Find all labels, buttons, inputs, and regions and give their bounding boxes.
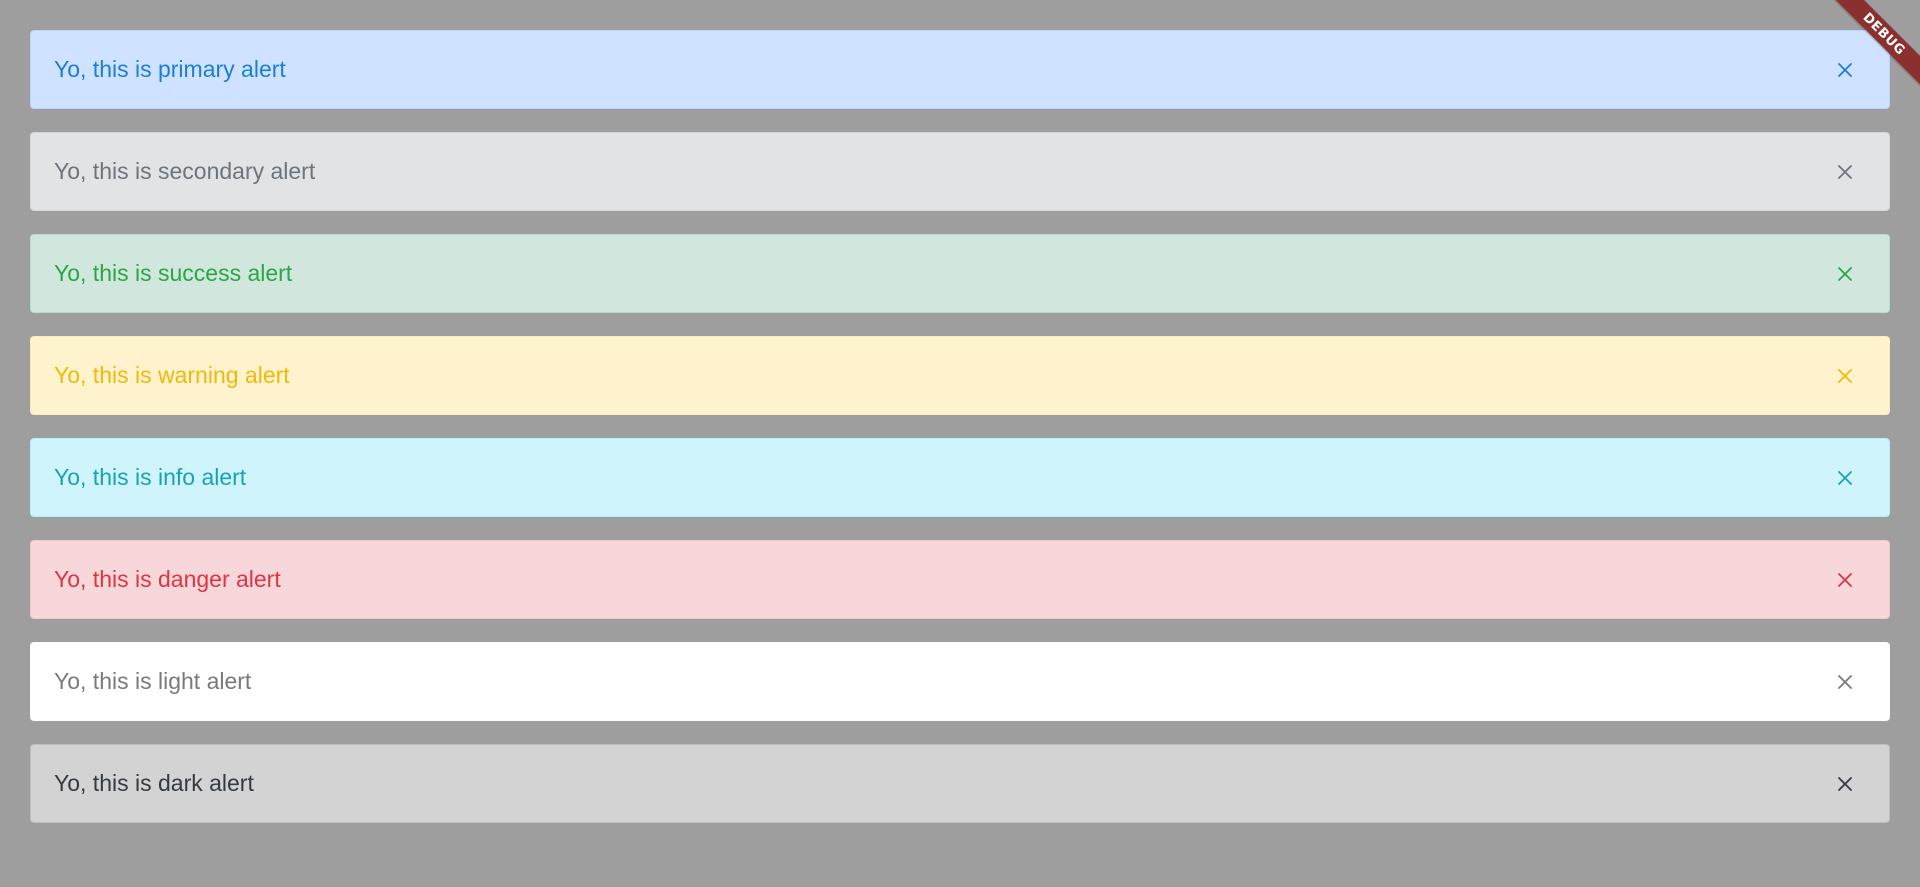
close-button[interactable]	[1831, 770, 1859, 798]
alert-dark: Yo, this is dark alert	[30, 744, 1890, 823]
alert-list: Yo, this is primary alert Yo, this is se…	[30, 30, 1890, 846]
alert-text: Yo, this is primary alert	[54, 56, 286, 82]
alert-text: Yo, this is danger alert	[54, 566, 281, 592]
close-icon	[1838, 164, 1852, 179]
close-button[interactable]	[1831, 362, 1859, 390]
close-icon	[1838, 776, 1852, 791]
close-icon	[1838, 674, 1852, 689]
alert-info: Yo, this is info alert	[30, 438, 1890, 517]
alert-text: Yo, this is warning alert	[54, 362, 290, 388]
alert-primary: Yo, this is primary alert	[30, 30, 1890, 109]
close-icon	[1838, 368, 1852, 383]
alert-text: Yo, this is light alert	[54, 668, 252, 694]
close-button[interactable]	[1831, 158, 1859, 186]
close-icon	[1838, 266, 1852, 281]
alert-success: Yo, this is success alert	[30, 234, 1890, 313]
close-icon	[1838, 62, 1852, 77]
alert-light: Yo, this is light alert	[30, 642, 1890, 721]
alert-text: Yo, this is dark alert	[54, 770, 254, 796]
close-button[interactable]	[1831, 260, 1859, 288]
alert-danger: Yo, this is danger alert	[30, 540, 1890, 619]
alert-warning: Yo, this is warning alert	[30, 336, 1890, 415]
close-icon	[1838, 470, 1852, 485]
alert-text: Yo, this is success alert	[54, 260, 293, 286]
alert-text: Yo, this is info alert	[54, 464, 247, 490]
alert-text: Yo, this is secondary alert	[54, 158, 316, 184]
close-button[interactable]	[1831, 56, 1859, 84]
close-icon	[1838, 572, 1852, 587]
close-button[interactable]	[1831, 566, 1859, 594]
close-button[interactable]	[1831, 464, 1859, 492]
close-button[interactable]	[1831, 668, 1859, 696]
alert-secondary: Yo, this is secondary alert	[30, 132, 1890, 211]
